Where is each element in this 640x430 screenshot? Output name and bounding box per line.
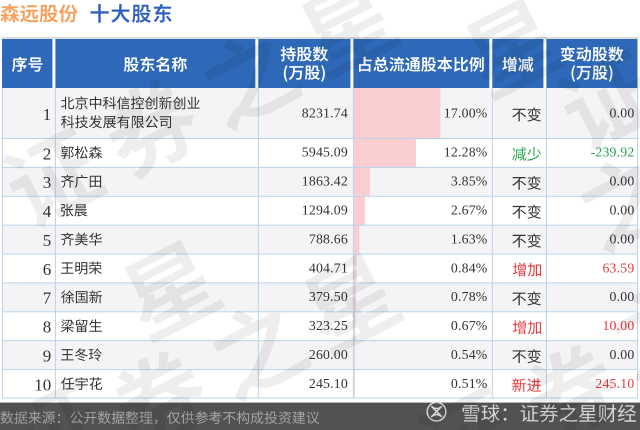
svg-text:9: 9 — [43, 347, 52, 366]
svg-text:2.67%: 2.67% — [451, 203, 488, 218]
svg-text:0.51%: 0.51% — [451, 376, 488, 391]
svg-text:788.66: 788.66 — [309, 231, 348, 246]
svg-text:260.00: 260.00 — [309, 347, 348, 362]
svg-text:0.84%: 0.84% — [451, 260, 488, 275]
svg-text:7: 7 — [43, 289, 52, 308]
svg-text:12.28%: 12.28% — [444, 145, 488, 160]
svg-text:245.10: 245.10 — [309, 376, 348, 391]
svg-text:17.00%: 17.00% — [444, 105, 488, 120]
svg-text:0.00: 0.00 — [610, 289, 635, 304]
svg-text:0.00: 0.00 — [610, 105, 635, 120]
svg-text:0.67%: 0.67% — [451, 318, 488, 333]
svg-text:4: 4 — [43, 202, 52, 221]
svg-text:8: 8 — [43, 318, 52, 337]
svg-text:63.59: 63.59 — [602, 260, 634, 275]
svg-text:-239.92: -239.92 — [591, 145, 635, 160]
svg-text:404.71: 404.71 — [309, 260, 348, 275]
svg-text:3.85%: 3.85% — [451, 174, 488, 189]
svg-text:1863.42: 1863.42 — [302, 174, 348, 189]
svg-text:1: 1 — [43, 105, 52, 124]
svg-text:0.78%: 0.78% — [451, 289, 488, 304]
svg-text:1.63%: 1.63% — [451, 231, 488, 246]
svg-text:10: 10 — [34, 375, 51, 394]
svg-text:0.00: 0.00 — [610, 174, 635, 189]
svg-text:0.54%: 0.54% — [451, 347, 488, 362]
svg-text:2: 2 — [43, 144, 52, 163]
svg-text:0.00: 0.00 — [610, 203, 635, 218]
svg-text:5945.09: 5945.09 — [302, 145, 348, 160]
svg-text:5: 5 — [43, 231, 52, 250]
svg-text:379.50: 379.50 — [309, 289, 348, 304]
svg-text:0.00: 0.00 — [610, 347, 635, 362]
svg-text:6: 6 — [43, 260, 52, 279]
svg-text:245.10: 245.10 — [595, 376, 634, 391]
svg-text:3: 3 — [43, 173, 52, 192]
svg-text:323.25: 323.25 — [309, 318, 348, 333]
svg-text:8231.74: 8231.74 — [302, 105, 348, 120]
svg-text:10.00: 10.00 — [602, 318, 634, 333]
svg-text:1294.09: 1294.09 — [302, 203, 348, 218]
svg-text:0.00: 0.00 — [610, 231, 635, 246]
